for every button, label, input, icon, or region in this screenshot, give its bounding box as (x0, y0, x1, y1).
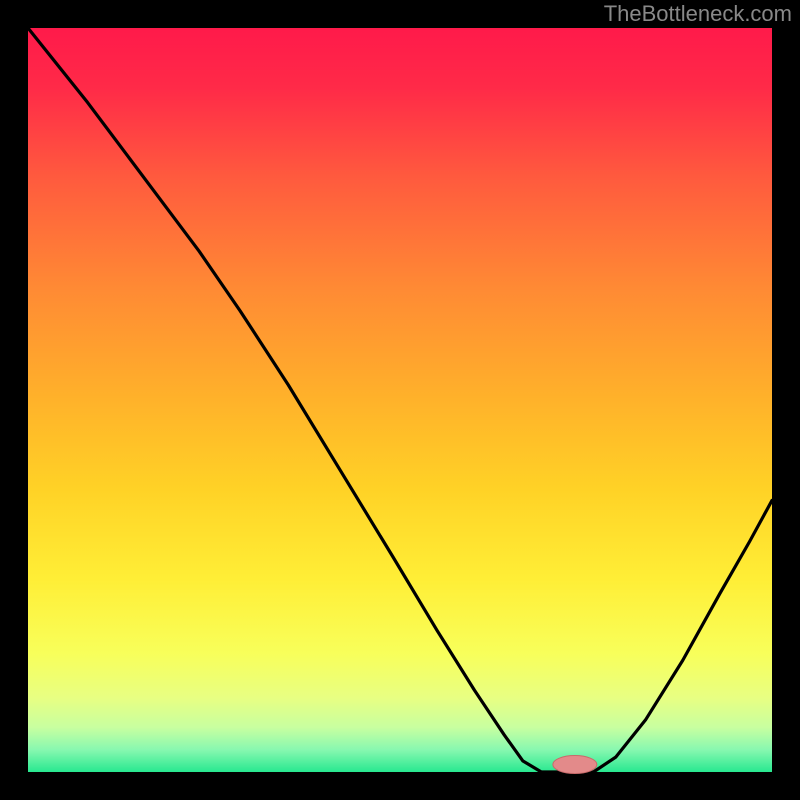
optimal-marker (553, 756, 597, 774)
plot-background (28, 28, 772, 772)
bottleneck-chart: TheBottleneck.com (0, 0, 800, 800)
watermark-text: TheBottleneck.com (604, 1, 792, 26)
